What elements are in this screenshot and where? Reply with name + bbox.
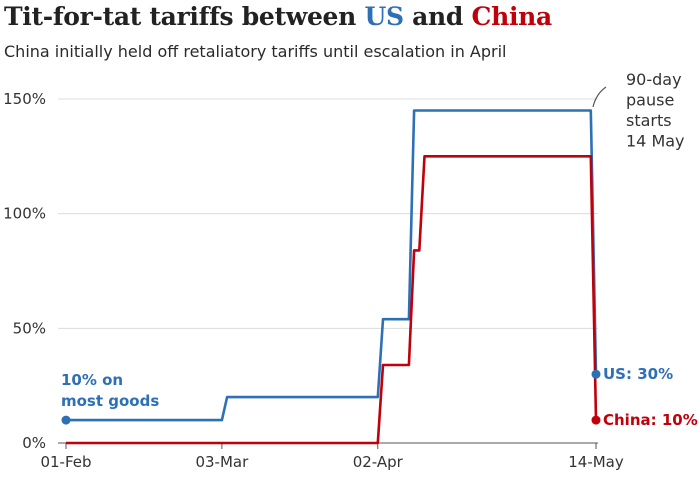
title-part2: and bbox=[403, 2, 472, 31]
title-part1: Tit-for-tat tariffs between bbox=[4, 2, 365, 31]
start-point-us bbox=[61, 415, 71, 425]
end-point-us bbox=[591, 369, 601, 379]
china-end-label: China: 10% bbox=[603, 411, 698, 429]
x-axis: 01-Feb 03-Mar 02-Apr 14-May bbox=[40, 442, 624, 471]
pause-leader-line bbox=[592, 86, 607, 108]
start-annotation-line2: most goods bbox=[61, 392, 159, 410]
y-tick-label: 0% bbox=[22, 434, 46, 452]
annotations: 10% on most goods US: 30% China: 10% 90-day p… bbox=[61, 70, 698, 429]
y-tick-label: 150% bbox=[3, 90, 46, 108]
title-china: China bbox=[471, 2, 552, 31]
gridlines bbox=[58, 98, 598, 329]
start-annotation-line1: 10% on bbox=[61, 371, 123, 389]
title-us: US bbox=[364, 2, 404, 31]
series-line-china bbox=[66, 155, 598, 445]
us-end-label: US: 30% bbox=[603, 365, 673, 383]
series-line-us bbox=[66, 109, 598, 422]
pause-annotation-line1: 90-day bbox=[626, 70, 682, 89]
pause-annotation-line3: starts bbox=[626, 111, 672, 130]
pause-annotation-line4: 14 May bbox=[626, 132, 685, 151]
x-tick-label: 03-Mar bbox=[195, 453, 249, 471]
pause-annotation-line2: pause bbox=[626, 91, 674, 110]
series-lines bbox=[66, 109, 598, 445]
y-tick-label: 100% bbox=[3, 205, 46, 223]
chart-title: Tit-for-tat tariffs between US and China bbox=[4, 2, 552, 31]
x-tick-label: 02-Apr bbox=[353, 453, 404, 471]
chart-subtitle: China initially held off retaliatory tar… bbox=[4, 42, 507, 61]
end-point-china bbox=[591, 415, 601, 425]
x-tick-label: 01-Feb bbox=[40, 453, 91, 471]
x-tick-label: 14-May bbox=[568, 453, 624, 471]
y-tick-label: 50% bbox=[13, 319, 46, 337]
y-axis-ticks: 0% 50% 100% 150% bbox=[3, 90, 46, 452]
